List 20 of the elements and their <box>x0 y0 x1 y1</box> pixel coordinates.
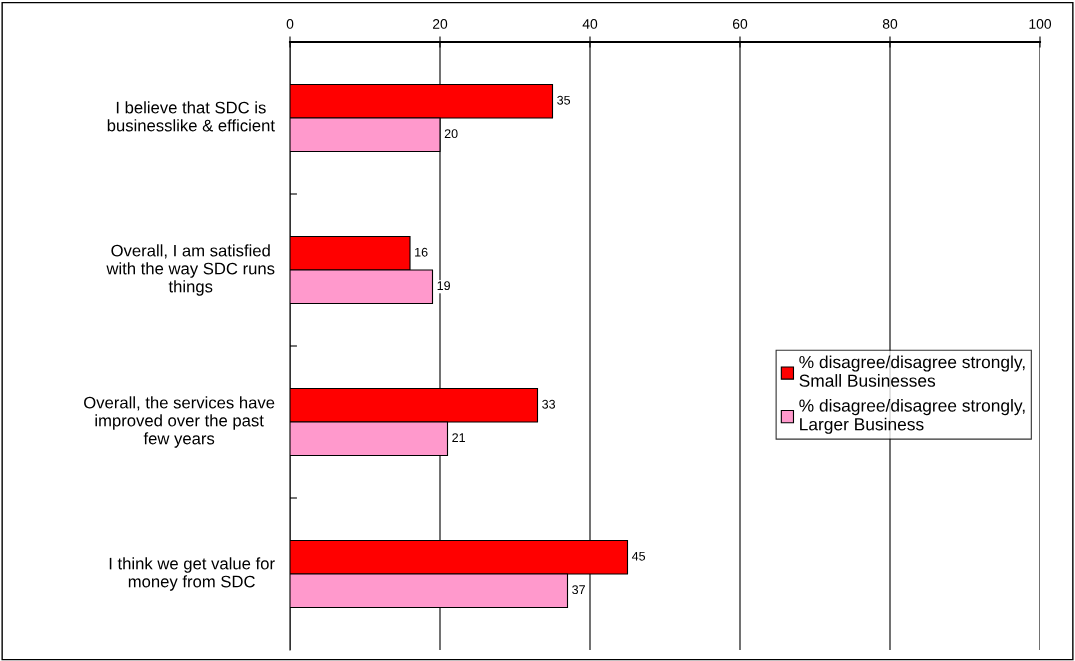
data-label: 21 <box>452 433 465 442</box>
data-label: 33 <box>542 399 556 409</box>
x-tick-label: 60 <box>732 19 748 29</box>
y-tick-label: I think we get value for money from SDC <box>109 557 275 591</box>
legend-label: % disagree/disagree strongly, Larger Business <box>799 398 1025 434</box>
data-label: 35 <box>557 95 571 105</box>
x-tick-label: 0 <box>286 19 294 29</box>
data-label: 45 <box>631 551 646 561</box>
data-label: 37 <box>572 585 585 595</box>
y-tick-label: Overall, I am satisfied with the way SDC runs things <box>106 244 275 296</box>
x-tick-label: 20 <box>432 19 448 29</box>
x-tick-label: 100 <box>1029 19 1052 29</box>
x-tick-label: 80 <box>882 19 898 29</box>
data-label: 20 <box>444 129 458 139</box>
data-label: 16 <box>415 247 428 257</box>
y-tick-label: I believe that SDC is businesslike & efficient <box>107 101 275 132</box>
data-label: 19 <box>437 281 450 291</box>
x-tick-label: 40 <box>582 19 598 29</box>
legend-label: % disagree/disagree strongly, Small Businesses <box>799 355 1025 387</box>
y-tick-label: Overall, the services have improved over the past few years <box>84 396 275 448</box>
